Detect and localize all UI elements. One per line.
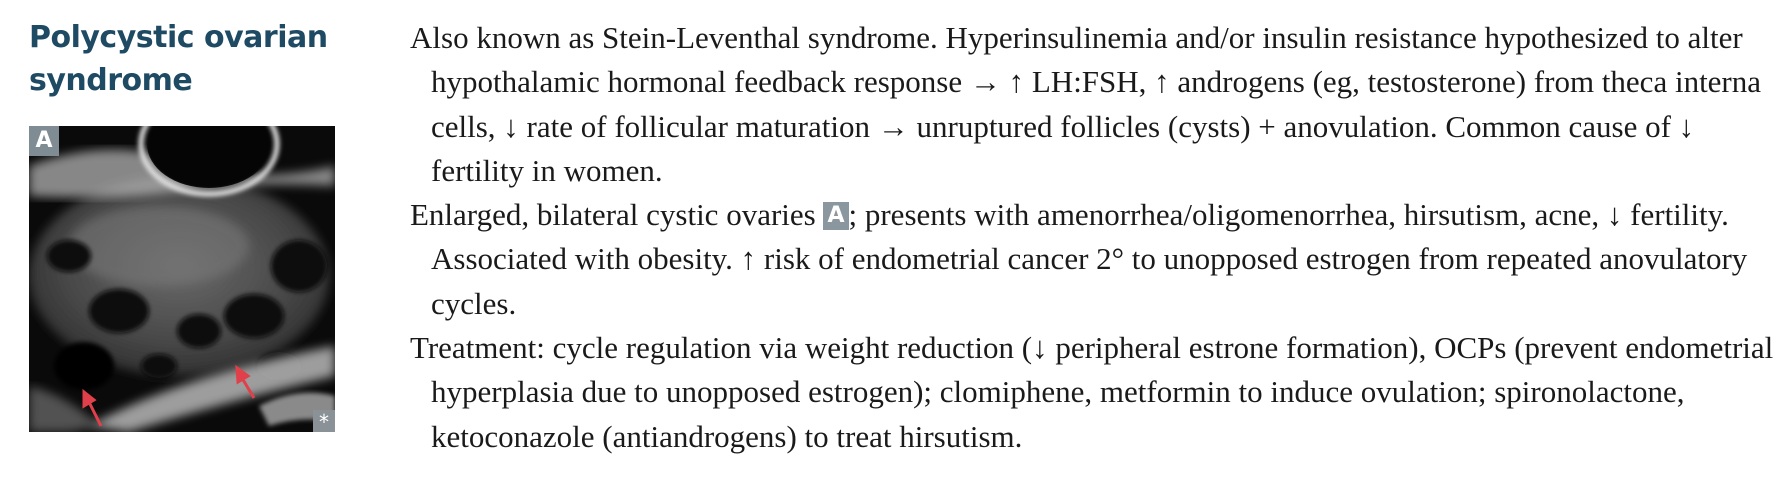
- description-text: Also known as Stein-Leventhal syndrome. …: [410, 16, 1780, 459]
- figure-label: A: [29, 126, 59, 156]
- ultrasound-image: A *: [29, 126, 335, 432]
- arrow-icon: [82, 364, 256, 427]
- presentation-text-start: Enlarged, bilateral cystic ovaries: [410, 197, 824, 233]
- figure-reference-badge: A: [823, 202, 849, 231]
- figure-corner-mark: *: [313, 410, 335, 432]
- paragraph-presentation: Enlarged, bilateral cystic ovaries A; pr…: [410, 193, 1780, 326]
- presentation-text-end: ; presents with amenorrhea/oligomenorrhe…: [431, 197, 1748, 321]
- paragraph-pathophysiology: Also known as Stein-Leventhal syndrome. …: [410, 20, 1762, 188]
- ultrasound-graphic: [29, 126, 335, 432]
- paragraph-treatment: Treatment: cycle regulation via weight r…: [410, 330, 1774, 454]
- page-title: Polycystic ovarian syndrome: [29, 20, 328, 98]
